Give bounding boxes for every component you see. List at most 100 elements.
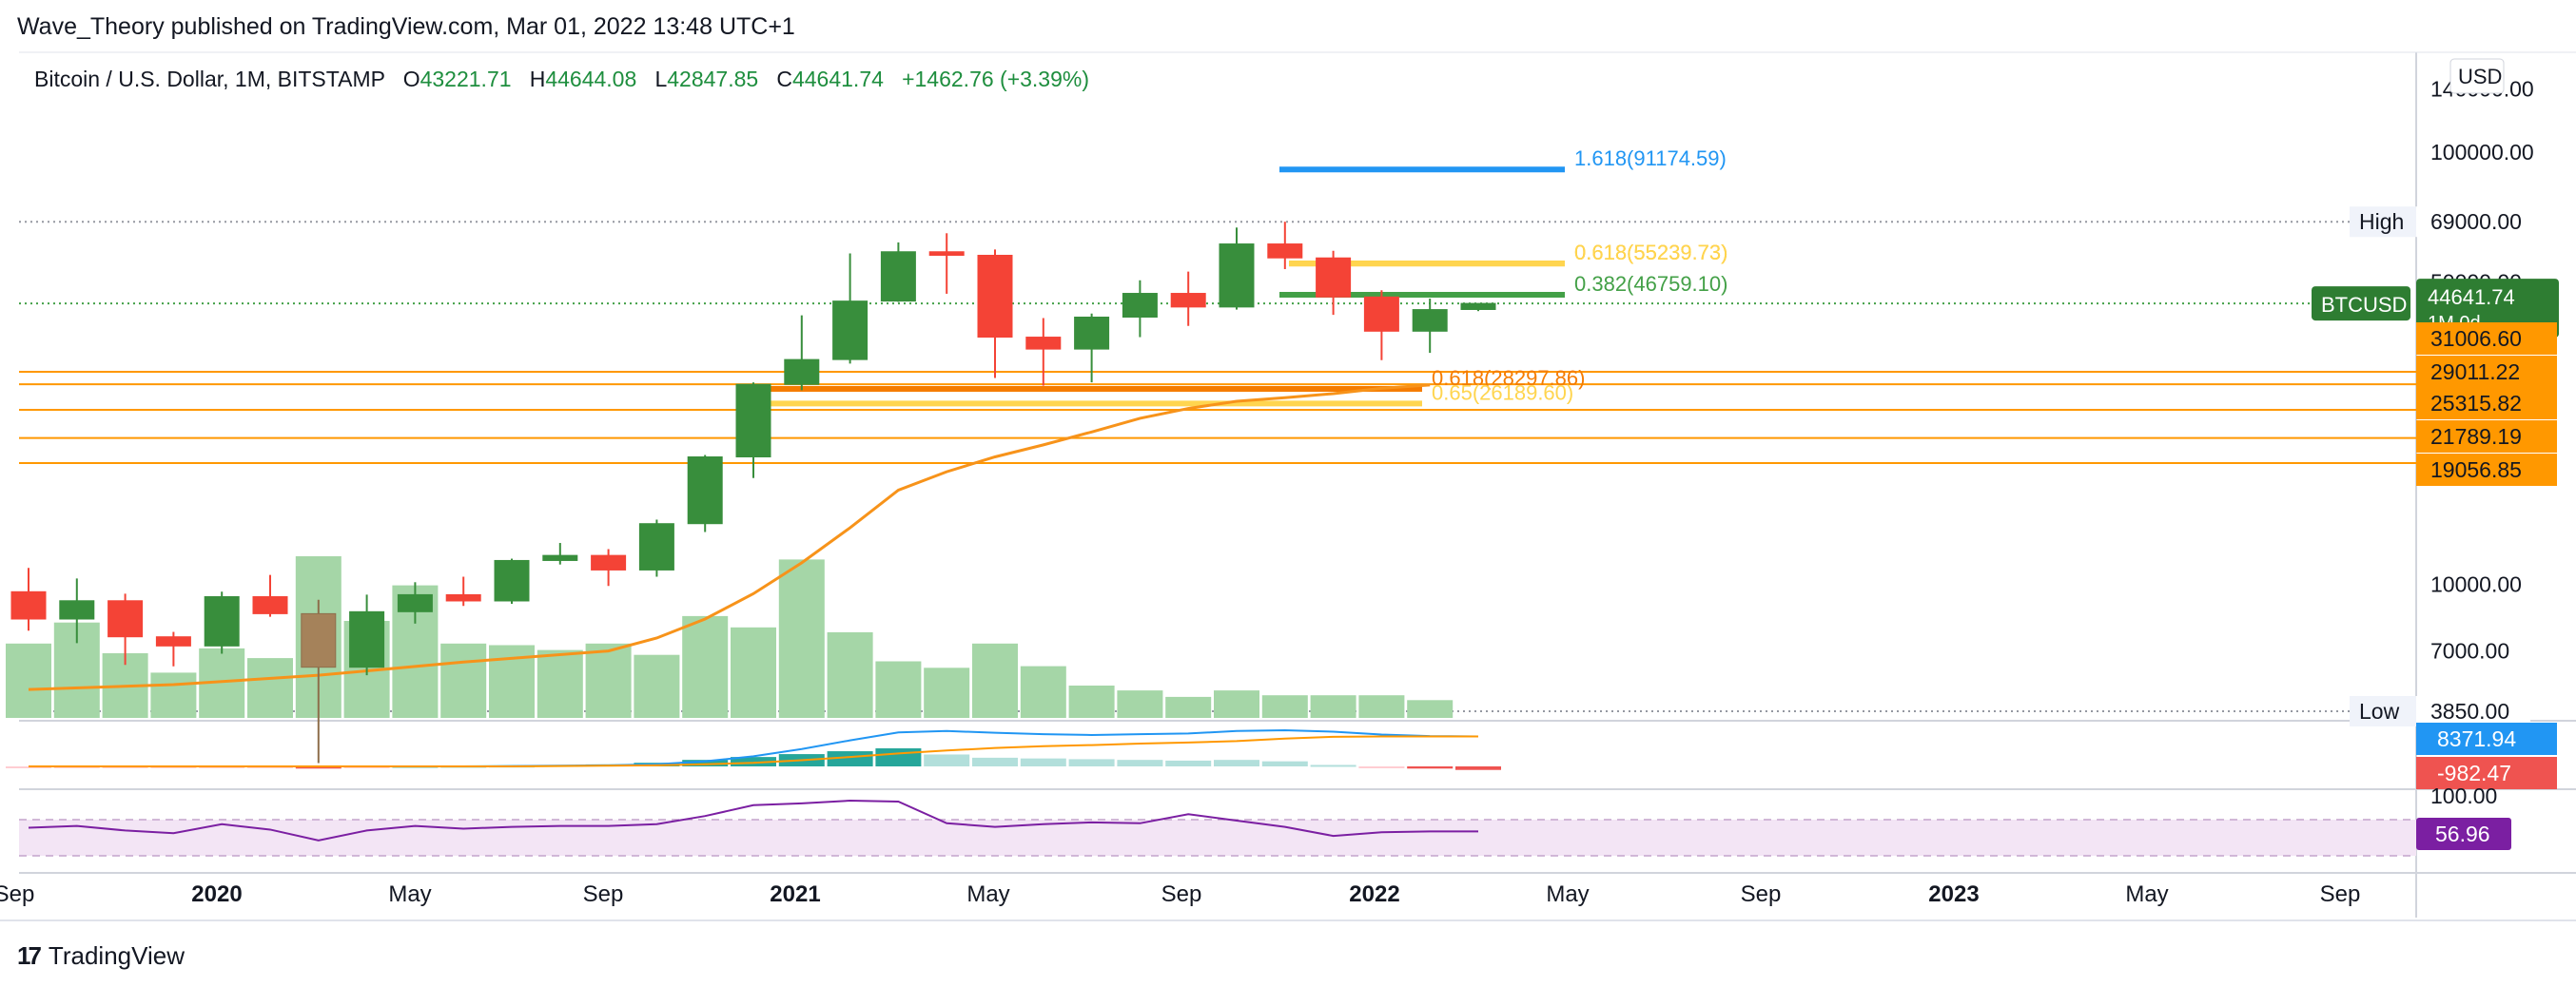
volume-bar [343, 621, 390, 718]
candle-body [638, 523, 674, 571]
close-label: C [776, 67, 792, 91]
volume-bar [1358, 695, 1405, 718]
high-value: 44644.08 [545, 67, 637, 91]
macd-histogram-bar [1214, 760, 1259, 766]
volume-bar [489, 645, 535, 718]
macd-histogram-bar [1261, 761, 1308, 766]
candle-body [59, 600, 95, 620]
volume-bar [924, 668, 970, 718]
macd-histogram-bar [1068, 759, 1115, 766]
volume-bar [392, 585, 439, 718]
price-marker-label: High [2359, 209, 2404, 234]
volume-bar [634, 654, 680, 718]
currency-label: USD [2458, 65, 2502, 88]
time-axis-tick: Sep [2320, 881, 2361, 907]
macd-histogram-bar [489, 765, 535, 768]
fib-level-label: 0.618(28297.86) [1432, 366, 1585, 390]
macd-histogram-bar [247, 766, 293, 768]
moving-average-line [28, 383, 1431, 691]
macd-histogram-bar [199, 766, 245, 768]
time-axis-tick: Sep [0, 881, 34, 907]
time-axis-tick: Sep [583, 881, 624, 907]
volume-bar [6, 643, 51, 718]
candle-body [784, 358, 820, 385]
macd-histogram-bar [875, 748, 922, 766]
macd-value-box [2416, 723, 2557, 755]
price-marker-label: Low [2359, 699, 2400, 724]
macd-histogram-bar [1165, 760, 1212, 766]
current-price-box [2416, 279, 2559, 339]
volume-bar [778, 559, 825, 718]
volume-bar [1117, 690, 1163, 718]
volume-bar [537, 649, 583, 718]
candle-body [1170, 293, 1206, 308]
price-axis-tick: 100000.00 [2430, 140, 2534, 164]
level-price-box [2416, 387, 2557, 419]
candle-body [591, 554, 627, 571]
footer: 17 TradingView [17, 941, 185, 971]
candle-body [397, 593, 433, 612]
volume-bar [875, 661, 922, 718]
change-value: +1462.76 (+3.39%) [902, 67, 1090, 91]
rsi-axis-top-label: 100.00 [2430, 784, 2497, 808]
candle-body [1316, 257, 1352, 298]
tradingview-logo-icon: 17 [17, 941, 42, 970]
candle-body [1267, 243, 1303, 259]
time-axis-tick: 2023 [1928, 881, 1979, 907]
candle-body [977, 254, 1013, 339]
candle-body [1460, 302, 1496, 310]
candle-body [1363, 296, 1399, 332]
macd-histogram-bar [295, 766, 342, 769]
high-label: H [529, 67, 546, 91]
macd-histogram-bar [537, 764, 583, 767]
volume-bar [1165, 696, 1212, 718]
macd-histogram-bar [1117, 760, 1163, 766]
candle-body [445, 593, 481, 602]
candle-body [1122, 293, 1158, 319]
candle-body [928, 251, 965, 256]
candle-body [1219, 243, 1255, 308]
level-price-label: 31006.60 [2430, 326, 2522, 351]
candle-body [1074, 317, 1110, 350]
symbol-tag-label: BTCUSD [2321, 293, 2407, 317]
current-price-countdown: 1M 0d [2428, 313, 2481, 334]
macd-histogram-bar [343, 766, 390, 768]
price-marker-value: 3850.00 [2430, 699, 2509, 724]
volume-bar [1407, 700, 1454, 718]
candle-body [735, 383, 771, 457]
macd-signal-line [29, 735, 1478, 767]
macd-histogram-bar [731, 757, 776, 766]
publisher-header: Wave_Theory published on TradingView.com… [17, 13, 795, 40]
volume-bar [585, 643, 632, 718]
candle-body [494, 559, 530, 602]
volume-bar [1261, 695, 1308, 718]
low-value: 42847.85 [667, 67, 759, 91]
time-axis-tick: May [388, 881, 431, 907]
close-value: 44641.74 [791, 67, 884, 91]
fib-level-label: 0.382(46759.10) [1574, 272, 1727, 296]
macd-histogram-bar [1020, 758, 1066, 766]
current-price-value: 44641.74 [2428, 285, 2515, 309]
price-axis-tick: 50000.00 [2430, 270, 2522, 295]
level-price-box [2416, 454, 2557, 486]
volume-bar [972, 643, 1018, 718]
rsi-value-box [2416, 818, 2511, 850]
volume-bar [440, 643, 487, 718]
candle-body [10, 590, 47, 620]
macd-histogram-bar [778, 754, 825, 766]
volume-bar [1214, 690, 1259, 718]
macd-histogram-bar [827, 751, 873, 766]
time-axis-tick: Sep [1161, 881, 1202, 907]
volume-bar [1310, 695, 1356, 718]
time-axis-tick: May [2125, 881, 2168, 907]
price-axis-tick: 5000.00 [2430, 702, 2509, 726]
open-value: 43221.71 [420, 67, 512, 91]
fib-level-label: 0.618(55239.73) [1574, 241, 1727, 264]
candle-body [832, 300, 868, 360]
macd-histogram-bar [6, 766, 51, 768]
level-price-label: 25315.82 [2430, 391, 2522, 416]
macd-histogram-value-box [2416, 757, 2557, 789]
price-axis-tick: 140000.00 [2430, 77, 2534, 102]
macd-histogram-value: -982.47 [2437, 761, 2511, 785]
